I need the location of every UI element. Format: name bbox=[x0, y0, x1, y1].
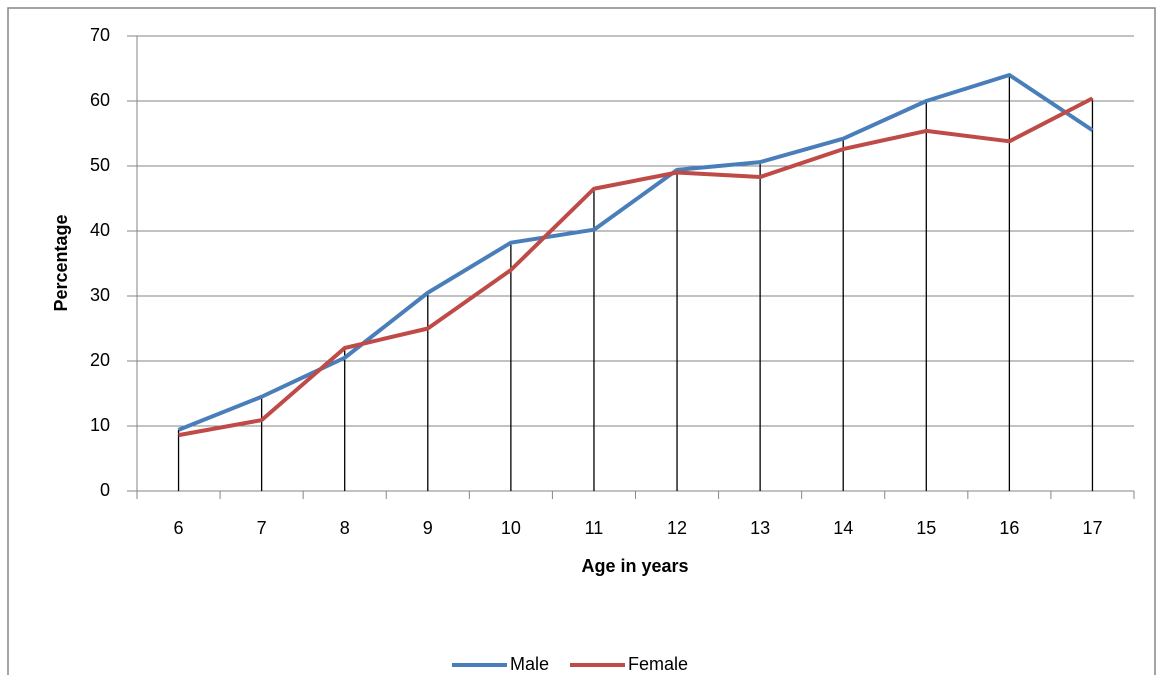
series-line bbox=[178, 96, 1094, 438]
y-axis-label: Percentage bbox=[51, 214, 71, 311]
y-tick-label: 60 bbox=[90, 90, 110, 110]
x-tick-label: 8 bbox=[340, 518, 350, 538]
series-line bbox=[177, 73, 1094, 432]
x-tick-label: 7 bbox=[257, 518, 267, 538]
x-tick-label: 10 bbox=[501, 518, 521, 538]
x-tick-label: 11 bbox=[585, 518, 604, 538]
x-tick-label: 14 bbox=[833, 518, 853, 538]
x-axis-label: Age in years bbox=[581, 556, 688, 576]
y-tick-label: 70 bbox=[90, 25, 110, 45]
y-tick-label: 40 bbox=[90, 220, 110, 240]
y-tick-label: 30 bbox=[90, 285, 110, 305]
y-tick-label: 10 bbox=[90, 415, 110, 435]
y-tick-label: 50 bbox=[90, 155, 110, 175]
chart-border bbox=[7, 7, 1156, 675]
x-tick-label: 13 bbox=[750, 518, 770, 538]
legend-label: Male bbox=[510, 654, 549, 674]
x-tick-label: 12 bbox=[667, 518, 687, 538]
x-tick-label: 17 bbox=[1082, 518, 1102, 538]
x-tick-label: 16 bbox=[999, 518, 1019, 538]
x-tick-label: 9 bbox=[423, 518, 433, 538]
y-tick-label: 0 bbox=[100, 480, 110, 500]
y-tick-label: 20 bbox=[90, 350, 110, 370]
legend-label: Female bbox=[628, 654, 688, 674]
x-tick-label: 6 bbox=[174, 518, 184, 538]
x-tick-label: 15 bbox=[916, 518, 936, 538]
